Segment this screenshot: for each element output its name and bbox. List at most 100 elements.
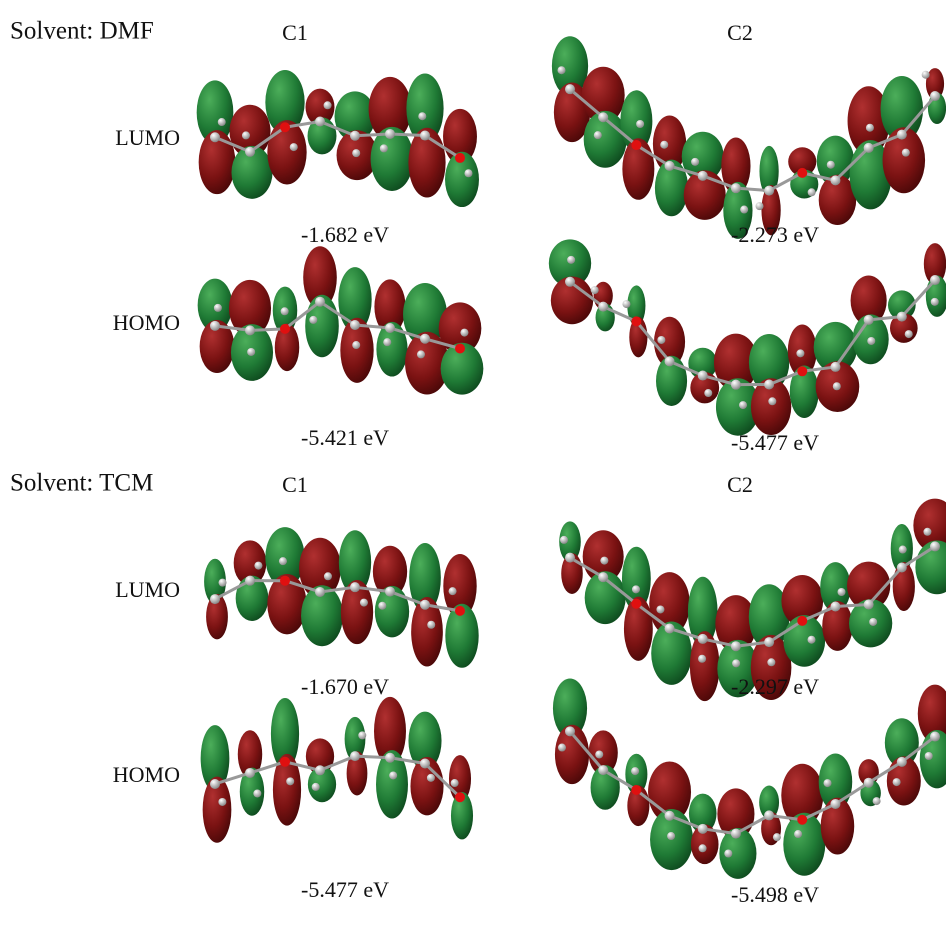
hydrogen (704, 389, 712, 397)
atom (731, 380, 741, 390)
orbital-label: LUMO (115, 577, 180, 602)
hydrogen (699, 844, 707, 852)
hydrogen (464, 169, 472, 177)
atom (598, 302, 608, 312)
atom (764, 810, 774, 820)
atom (245, 576, 255, 586)
hydrogen (796, 349, 804, 357)
hydrogen (724, 849, 732, 857)
hydrogen (794, 830, 802, 838)
hydrogen (309, 316, 317, 324)
atom (420, 600, 430, 610)
atom (280, 757, 290, 767)
hydrogen (931, 298, 939, 306)
bond (390, 134, 425, 136)
hydrogen (383, 338, 391, 346)
hydrogen (767, 658, 775, 666)
hydrogen (242, 131, 250, 139)
hydrogen (247, 348, 255, 356)
orbital-image (549, 239, 946, 435)
atom (280, 576, 290, 586)
bond (250, 329, 285, 331)
atom (315, 765, 325, 775)
hydrogen (866, 124, 874, 132)
hydrogen (698, 655, 706, 663)
atom (864, 143, 874, 153)
bond (355, 756, 390, 758)
hydrogen (560, 536, 568, 544)
atom (631, 140, 641, 150)
hydrogen (827, 161, 835, 169)
hydrogen (869, 618, 877, 626)
hydrogen (254, 562, 262, 570)
energy-label: -1.682 eV (301, 222, 389, 247)
hydrogen (925, 752, 933, 760)
hydrogen (352, 341, 360, 349)
atom (864, 778, 874, 788)
hydrogen (691, 158, 699, 166)
atom (631, 599, 641, 609)
hydrogen (636, 120, 644, 128)
hydrogen (567, 256, 575, 264)
atom (565, 277, 575, 287)
hydrogen (591, 286, 599, 294)
atom (698, 634, 708, 644)
section-title: Solvent: TCM (10, 470, 153, 497)
atom (930, 91, 940, 101)
hydrogen (922, 71, 930, 79)
atom (830, 175, 840, 185)
atom (665, 623, 675, 633)
atom (455, 792, 465, 802)
atom (350, 582, 360, 592)
atom (797, 616, 807, 626)
hydrogen (558, 66, 566, 74)
atom (665, 811, 675, 821)
atom (280, 324, 290, 334)
hydrogen (427, 621, 435, 629)
atom (245, 768, 255, 778)
hydrogen (808, 188, 816, 196)
orbital-image (197, 70, 479, 207)
atom (598, 112, 608, 122)
atom (698, 371, 708, 381)
hydrogen (218, 118, 226, 126)
hydrogen (360, 599, 368, 607)
hydrogen (893, 778, 901, 786)
atom (210, 132, 220, 142)
atom (455, 606, 465, 616)
hydrogen (214, 304, 222, 312)
hydrogen (595, 750, 603, 758)
column-header: C2 (727, 20, 753, 45)
hydrogen (773, 833, 781, 841)
atom (631, 785, 641, 795)
atom (930, 732, 940, 742)
energy-label: -5.477 eV (731, 430, 819, 455)
hydrogen (219, 579, 227, 587)
atom (764, 637, 774, 647)
hydrogen (808, 636, 816, 644)
atom (797, 168, 807, 178)
atom (565, 84, 575, 94)
atom (598, 572, 608, 582)
column-header: C1 (282, 472, 308, 497)
hydrogen (279, 557, 287, 565)
hydrogen (824, 779, 832, 787)
hydrogen (312, 783, 320, 791)
hydrogen (923, 528, 931, 536)
atom (764, 186, 774, 196)
hydrogen (418, 112, 426, 120)
atom (698, 171, 708, 181)
atom (698, 824, 708, 834)
atom (598, 765, 608, 775)
atom (565, 726, 575, 736)
hydrogen (833, 382, 841, 390)
atom (350, 320, 360, 330)
hydrogen (427, 774, 435, 782)
atom (420, 131, 430, 141)
atom (797, 815, 807, 825)
orbital-image (552, 36, 946, 239)
hydrogen (902, 149, 910, 157)
atom (665, 161, 675, 171)
orbital-label: HOMO (113, 762, 180, 787)
hydrogen (558, 744, 566, 752)
